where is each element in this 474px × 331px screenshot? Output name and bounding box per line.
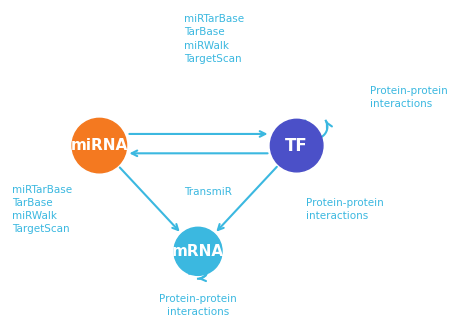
Circle shape (72, 118, 127, 173)
Text: TF: TF (285, 137, 308, 155)
Text: miRTarBase
TarBase
miRWalk
TargetScan: miRTarBase TarBase miRWalk TargetScan (184, 14, 245, 64)
Circle shape (174, 227, 222, 275)
Circle shape (270, 119, 323, 172)
Text: miRNA: miRNA (71, 138, 128, 153)
Text: TransmiR: TransmiR (184, 187, 232, 197)
Text: mRNA: mRNA (172, 244, 224, 259)
Text: miRTarBase
TarBase
miRWalk
TargetScan: miRTarBase TarBase miRWalk TargetScan (12, 185, 72, 234)
Text: Protein-protein
interactions: Protein-protein interactions (306, 198, 383, 221)
Text: Protein-protein
interactions: Protein-protein interactions (370, 86, 448, 109)
Text: Protein-protein
interactions: Protein-protein interactions (159, 294, 237, 317)
